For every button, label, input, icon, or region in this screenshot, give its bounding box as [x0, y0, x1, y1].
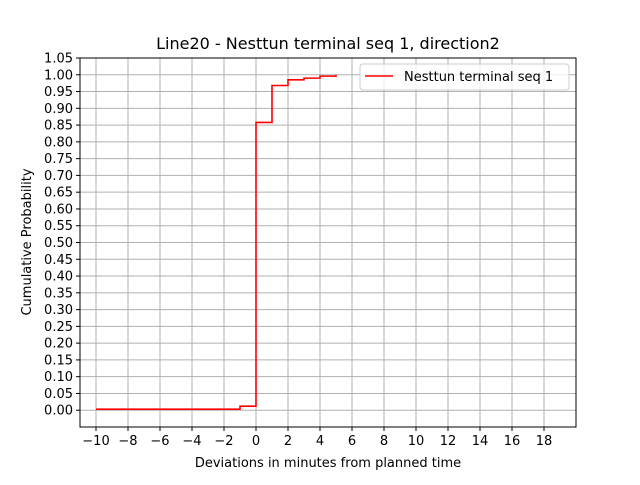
x-tick-label: 10	[408, 434, 425, 449]
y-tick-label: 0.00	[44, 404, 73, 419]
y-tick-label: 1.05	[44, 52, 73, 67]
y-tick-label: 0.85	[44, 119, 73, 134]
y-tick-label: 1.00	[44, 68, 73, 83]
y-tick-label: 0.70	[44, 169, 73, 184]
legend-label: Nesttun terminal seq 1	[404, 70, 553, 85]
legend-box	[359, 63, 570, 91]
x-tick-label: 2	[284, 434, 292, 449]
y-tick-label: 0.30	[44, 303, 73, 318]
chart-title: Line20 - Nesttun terminal seq 1, directi…	[156, 34, 500, 53]
y-axis-title: Cumulative Probability	[20, 168, 35, 315]
y-axis: 0.00 0.05 0.10 0.150.20 0.25 0.30 0.350.40 0.45…	[44, 52, 80, 419]
y-tick-label: 0.65	[44, 186, 73, 201]
y-tick-label: 0.05	[44, 387, 73, 402]
x-tick-label: 14	[472, 434, 489, 449]
x-tick-label: 12	[440, 434, 457, 449]
series-layer	[96, 74, 337, 411]
series-step-line	[96, 74, 337, 411]
x-tick-label: 8	[380, 434, 388, 449]
x-tick-label: −2	[214, 434, 233, 449]
x-tick-label: −8	[118, 434, 137, 449]
x-tick-label: −4	[182, 434, 201, 449]
y-tick-label: 0.25	[44, 320, 73, 335]
y-tick-label: 0.95	[44, 85, 73, 100]
legend: Nesttun terminal seq 1	[359, 63, 570, 91]
y-tick-label: 0.35	[44, 286, 73, 301]
x-tick-label: 4	[316, 434, 324, 449]
x-tick-label: 0	[252, 434, 260, 449]
x-tick-label: 16	[504, 434, 521, 449]
x-tick-label: 6	[348, 434, 356, 449]
x-tick-label: −10	[82, 434, 109, 449]
x-axis-title: Deviations in minutes from planned time	[195, 456, 461, 471]
x-axis: −10 −8 −6 −4 −2 0 2 4 6 8 10 12 14 16 18	[82, 427, 552, 449]
x-tick-label: −6	[150, 434, 169, 449]
y-tick-label: 0.20	[44, 337, 73, 352]
y-tick-label: 0.15	[44, 353, 73, 368]
y-tick-label: 0.80	[44, 135, 73, 150]
y-tick-label: 0.60	[44, 202, 73, 217]
x-tick-label: 18	[536, 434, 553, 449]
y-tick-label: 0.10	[44, 370, 73, 385]
y-tick-label: 0.55	[44, 219, 73, 234]
y-tick-label: 0.90	[44, 102, 73, 117]
y-tick-label: 0.40	[44, 270, 73, 285]
y-tick-label: 0.50	[44, 236, 73, 251]
y-tick-label: 0.45	[44, 253, 73, 268]
y-tick-label: 0.75	[44, 152, 73, 167]
